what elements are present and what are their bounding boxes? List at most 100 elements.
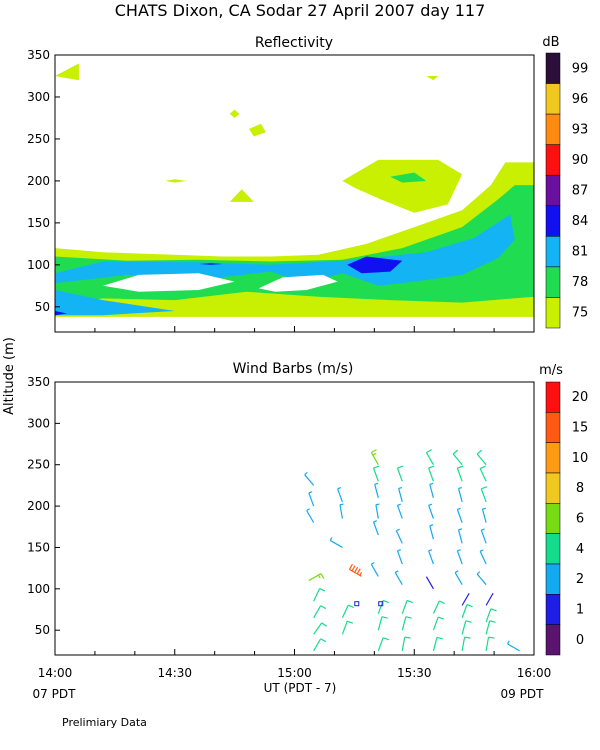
wind-barb-8 <box>341 620 354 635</box>
wind-barb-44 <box>461 636 471 651</box>
windbarb-ytick-label-100: 100 <box>27 582 50 596</box>
wind-barb-56 <box>485 620 496 635</box>
wind-barb-38 <box>428 549 434 565</box>
wind-barb-25 <box>401 616 412 631</box>
reflectivity-region-0 <box>55 63 79 81</box>
reflectivity-colorbar-tick-99: 99 <box>572 61 589 76</box>
reflectivity-region-8 <box>390 172 427 183</box>
reflectivity-colorbar-swatch-6 <box>545 236 561 268</box>
wind-barb-19 <box>372 520 379 536</box>
wind-barb-26 <box>401 599 413 614</box>
windbarb-plot-frame <box>54 381 535 656</box>
windbarb-colorbar-unit: m/s <box>539 363 563 378</box>
xtick-label-1430: 14:30 <box>157 666 192 680</box>
wind-barb-47 <box>461 592 470 606</box>
right-pdt-label: 09 PDT <box>501 687 545 701</box>
wind-barb-39 <box>429 524 434 540</box>
windbarb-ytick-label-150: 150 <box>27 540 50 554</box>
windspeed-colorbar-tick-8: 8 <box>576 481 584 496</box>
reflectivity-title: Reflectivity <box>255 35 333 51</box>
altitude-axis-label: Altitude (m) <box>2 337 17 415</box>
xtick-label-1400: 14:00 <box>38 666 73 680</box>
windspeed-colorbar-tick-6: 6 <box>576 512 584 527</box>
reflectivity-colorbar-unit: dB <box>542 35 559 50</box>
preliminary-data-note: Prelimiary Data <box>62 716 147 729</box>
wind-barb-61 <box>480 528 487 544</box>
wind-barb-55 <box>485 636 495 651</box>
wind-barb-9 <box>341 604 355 619</box>
reflectivity-ytick-label-250: 250 <box>27 132 50 146</box>
figure-title: CHATS Dixon, CA Sodar 27 April 2007 day … <box>115 1 486 20</box>
wind-barb-7 <box>304 471 315 486</box>
wind-barb-41 <box>429 482 434 498</box>
windspeed-colorbar-swatch-0 <box>545 381 561 413</box>
wind-barb-22 <box>372 465 380 482</box>
windspeed-colorbar-swatch-6 <box>545 563 561 595</box>
wind-barb-66 <box>506 640 520 652</box>
wind-barb-51 <box>456 507 463 523</box>
wind-barb-62 <box>481 507 487 523</box>
wind-barbs <box>304 449 520 652</box>
reflectivity-ytick-label-50: 50 <box>35 300 50 314</box>
reflectivity-region-2 <box>229 109 240 118</box>
windbarb-ytick-label-50: 50 <box>35 623 50 637</box>
reflectivity-region-14 <box>55 311 67 316</box>
wind-barb-18 <box>370 562 379 577</box>
reflectivity-colorbar: 99 96 93 90 87 84 81 78 75 <box>545 52 589 329</box>
wind-barb-59 <box>476 571 487 586</box>
wind-barb-15 <box>377 637 389 652</box>
wind-barb-6 <box>308 491 315 507</box>
windspeed-colorbar-swatch-4 <box>545 503 561 534</box>
reflectivity-colorbar-tick-75: 75 <box>572 306 589 321</box>
wind-barb-16 <box>377 616 388 631</box>
wind-barb-40 <box>428 503 434 519</box>
windbarb-ytick-label-300: 300 <box>27 416 50 430</box>
windspeed-colorbar-swatch-3 <box>545 472 561 504</box>
reflectivity-colorbar-swatch-4 <box>545 174 561 207</box>
windspeed-colorbar-swatch-8 <box>545 624 561 656</box>
wind-barb-58 <box>485 592 494 606</box>
windbarb-ytick-label-350: 350 <box>27 375 50 389</box>
wind-barb-57 <box>485 608 497 623</box>
reflectivity-colorbar-tick-84: 84 <box>572 214 589 229</box>
windbarb-title: Wind Barbs (m/s) <box>233 361 354 377</box>
windspeed-colorbar-tick-4: 4 <box>576 542 584 557</box>
windspeed-colorbar-swatch-5 <box>545 533 561 565</box>
wind-barb-1 <box>313 622 327 635</box>
wind-barb-65 <box>476 449 487 466</box>
wind-barb-64 <box>479 465 487 482</box>
reflectivity-colorbar-swatch-1 <box>545 83 561 115</box>
wind-barb-48 <box>454 570 463 585</box>
reflectivity-colorbar-tick-78: 78 <box>572 275 589 290</box>
windbarb-axes: 50 100 150 200 250 300 350 14:00 14:30 15:00 15:30… <box>27 375 551 680</box>
wind-barb-34 <box>432 636 443 652</box>
wind-barb-33 <box>378 601 384 607</box>
wind-barb-27 <box>394 570 403 585</box>
wind-barb-4 <box>308 573 325 582</box>
wind-barb-31 <box>398 486 403 503</box>
reflectivity-colorbar-swatch-0 <box>545 52 561 84</box>
wind-barb-14 <box>354 601 360 607</box>
wind-barb-63 <box>480 486 488 503</box>
reflectivity-heatmap <box>55 63 534 317</box>
reflectivity-region-3 <box>249 123 266 137</box>
xtick-label-1530: 15:30 <box>397 666 432 680</box>
reflectivity-region-4 <box>165 179 187 183</box>
wind-barb-23 <box>370 449 379 466</box>
windspeed-colorbar-tick-20: 20 <box>572 390 589 405</box>
wind-barb-13 <box>348 563 363 577</box>
reflectivity-colorbar-swatch-3 <box>545 144 561 176</box>
wind-barb-28 <box>396 549 403 565</box>
wind-barb-29 <box>395 528 403 544</box>
windspeed-colorbar-tick-10: 10 <box>572 451 589 466</box>
reflectivity-colorbar-tick-96: 96 <box>572 92 589 107</box>
xtick-label-1600: 16:00 <box>517 666 552 680</box>
wind-barb-50 <box>457 528 463 544</box>
wind-barb-54 <box>452 449 463 466</box>
wind-barb-12 <box>337 487 343 503</box>
wind-barb-17 <box>377 599 389 614</box>
reflectivity-colorbar-swatch-5 <box>545 205 561 237</box>
wind-barb-11 <box>339 503 344 519</box>
wind-barb-5 <box>306 508 315 523</box>
